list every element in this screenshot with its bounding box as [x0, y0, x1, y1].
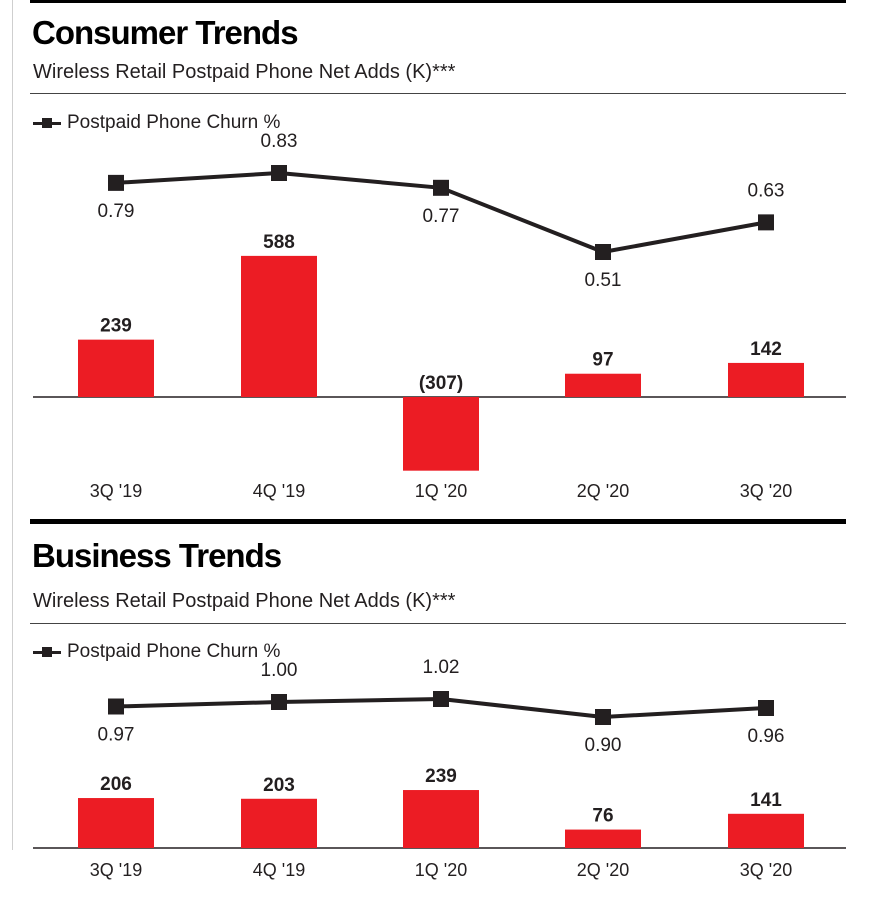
x-tick-label: 2Q '20 — [577, 860, 629, 880]
x-tick-label: 3Q '19 — [90, 481, 142, 501]
bar-2 — [241, 798, 317, 848]
x-tick-label: 1Q '20 — [415, 860, 467, 880]
churn-value-label: 1.00 — [261, 660, 298, 681]
business-trends-title: Business Trends — [32, 537, 282, 574]
churn-point-1 — [108, 698, 124, 715]
churn-legend-marker-icon — [33, 645, 61, 659]
x-tick-label: 1Q '20 — [415, 481, 467, 501]
consumer-trends-subtitle: Wireless Retail Postpaid Phone Net Adds … — [33, 61, 456, 83]
bar-2 — [241, 255, 317, 397]
churn-value-label: 0.51 — [585, 270, 622, 291]
consumer-legend: Postpaid Phone Churn % — [33, 111, 280, 135]
section-divider — [30, 519, 846, 524]
bar-1 — [78, 798, 154, 848]
churn-value-label: 0.77 — [423, 206, 460, 227]
churn-point-2 — [271, 165, 287, 181]
bar-value-label: 203 — [263, 775, 295, 796]
churn-point-3 — [433, 179, 449, 196]
churn-point-4 — [595, 244, 611, 260]
bar-4 — [565, 373, 641, 397]
bar-value-label: 142 — [750, 339, 782, 360]
bar-value-label: 97 — [592, 350, 613, 371]
business-trends-subtitle: Wireless Retail Postpaid Phone Net Adds … — [33, 590, 456, 612]
churn-point-5 — [758, 700, 774, 716]
x-tick-label: 4Q '19 — [253, 860, 305, 880]
x-tick-label: 3Q '19 — [90, 860, 142, 880]
churn-point-5 — [758, 214, 774, 231]
bar-value-label: 76 — [592, 806, 613, 827]
bar-value-label: (307) — [419, 373, 463, 394]
churn-point-3 — [433, 691, 449, 707]
x-tick-label: 3Q '20 — [740, 481, 792, 501]
bar-3 — [403, 790, 479, 848]
consumer-trends-title: Consumer Trends — [32, 14, 299, 51]
bar-3 — [403, 397, 479, 471]
bar-4 — [565, 829, 641, 848]
bar-value-label: 588 — [263, 232, 295, 253]
churn-value-label: 0.63 — [748, 180, 785, 201]
churn-value-label: 1.02 — [423, 657, 460, 678]
business-legend: Postpaid Phone Churn % — [33, 640, 280, 664]
left-rule — [12, 0, 13, 850]
churn-point-2 — [271, 694, 287, 710]
bar-1 — [78, 339, 154, 397]
top-rule — [30, 0, 846, 3]
churn-value-label: 0.96 — [748, 726, 785, 747]
bar-value-label: 239 — [425, 766, 457, 787]
business-subtitle-rule — [30, 623, 846, 624]
churn-legend-marker-icon — [33, 116, 61, 130]
consumer-subtitle-rule — [30, 93, 846, 94]
consumer-legend-label: Postpaid Phone Churn % — [67, 112, 281, 133]
bar-value-label: 206 — [100, 774, 132, 795]
churn-point-4 — [595, 709, 611, 725]
churn-point-1 — [108, 174, 124, 191]
bar-5 — [728, 362, 804, 397]
churn-value-label: 0.79 — [98, 201, 135, 222]
x-tick-label: 4Q '19 — [253, 481, 305, 501]
bar-value-label: 239 — [100, 316, 132, 337]
bar-value-label: 141 — [750, 790, 782, 811]
business-legend-label: Postpaid Phone Churn % — [67, 641, 281, 662]
consumer-trends-chart: 239 588 (307) 97 142 3Q '19 4Q '19 1Q '20 2Q '20… — [33, 131, 846, 501]
churn-value-label: 0.97 — [98, 725, 135, 746]
churn-value-label: 0.90 — [585, 735, 622, 756]
churn-value-label: 0.83 — [261, 131, 298, 152]
consumer-trends-panel: Consumer Trends Wireless Retail Postpaid… — [30, 14, 846, 501]
x-tick-label: 2Q '20 — [577, 481, 629, 501]
x-tick-label: 3Q '20 — [740, 860, 792, 880]
bar-5 — [728, 813, 804, 848]
